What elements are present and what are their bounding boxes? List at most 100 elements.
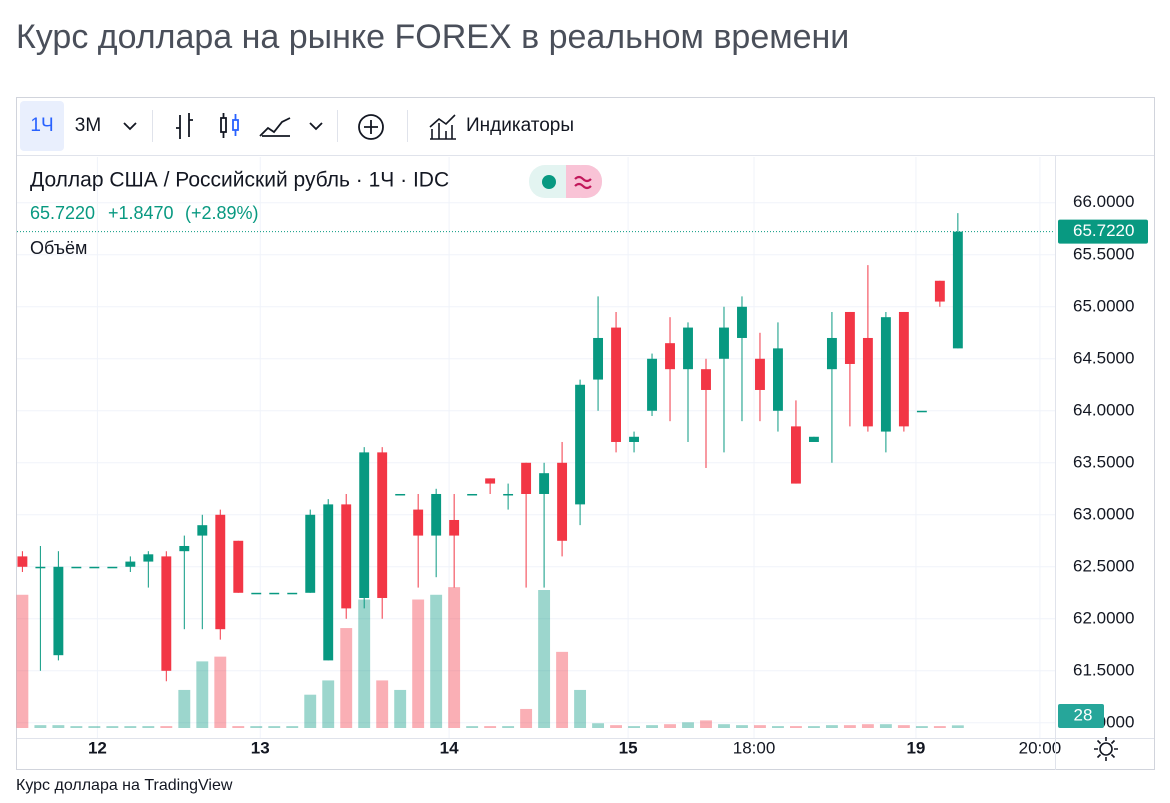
y-tick-label: 62.5000 [1073,556,1134,575]
widget-frame [16,97,1155,770]
volume-bar [142,726,155,728]
volume-bar [772,726,784,728]
candle-body [269,592,280,595]
candle-body [575,384,586,505]
candle-body [485,478,496,484]
candle-body [431,493,442,536]
candle-body [737,306,747,338]
bar-style-icon[interactable] [176,113,323,139]
volume-bar [843,725,856,728]
volume-bar [556,651,569,728]
volume-bar [232,726,245,728]
volume-bar [322,680,335,728]
volume-bar [196,661,209,728]
candle-body [89,566,100,569]
candle-body [611,327,622,442]
interval-active-bg [20,101,64,151]
x-tick-label: 20:00 [1019,738,1062,757]
x-tick-label: 15 [619,738,638,757]
candle-body [629,436,639,442]
candle-body [323,504,334,661]
candle-body [305,514,316,593]
candle-body [359,452,370,598]
candle-body [53,566,64,656]
volume-bar [933,726,946,728]
indicators-button[interactable]: Индикаторы [466,115,574,136]
candle-body [377,452,388,598]
candle-body [665,343,675,370]
volume-bar [160,726,173,728]
volume-bar [52,725,65,728]
volume-bar [628,726,640,728]
market-open-dot [542,175,556,189]
volume-bar [466,726,479,728]
volume-bar [664,724,676,728]
x-tick-label: 13 [251,738,270,757]
volume-bar [484,726,497,728]
settings-icon[interactable] [1094,737,1118,761]
volume-bar [610,725,623,728]
y-tick-label: 61.5000 [1073,660,1134,679]
volume-bar [106,726,119,728]
candle-body [952,231,963,349]
delayed-icon [574,175,592,190]
last-price-label: 65.7220 [1073,221,1134,240]
candle-body [161,556,172,671]
volume-bar [682,722,694,728]
last-volume-label: 28 [1074,705,1093,724]
candle-body [17,556,28,567]
interval-button[interactable]: 1Ч [30,115,53,136]
volume-legend: Объём [30,238,87,258]
volume-bar [34,725,47,728]
candle-body [557,462,568,541]
compare-icon[interactable] [358,114,384,140]
volume-bar [538,590,551,728]
candle-body [647,358,657,411]
volume-bar [502,726,515,728]
candle-body [898,311,909,427]
candle-body [719,327,729,359]
volume-bar [718,724,730,728]
volume-bar [412,599,425,728]
volume-bar [915,726,928,728]
y-tick-label: 65.0000 [1073,296,1134,315]
candle-body [683,327,693,370]
plot-area: 61.000061.500062.000062.500063.000063.50… [16,155,1154,770]
chart-pane [17,157,1055,738]
candle-body [755,358,765,390]
dropdown-icon[interactable] [123,122,137,131]
source-link[interactable]: Курс доллара на TradingView [16,777,233,794]
volume-bar [520,708,533,728]
candle-body [844,311,855,364]
volume-bar [394,689,407,728]
candle-body [251,592,262,595]
volume-bar [430,594,443,728]
x-tick-label: 18:00 [733,738,776,757]
volume-bar [951,725,964,728]
y-tick-label: 62.0000 [1073,608,1134,627]
candle-body [35,566,46,569]
candle-body [215,514,226,630]
candle-body [467,493,478,496]
candle-body [862,337,873,427]
volume-bar [807,726,820,728]
volume-bar [861,724,874,728]
candle-body [701,369,711,390]
volume-bar [897,725,910,728]
range-button[interactable]: 3М [75,115,101,136]
volume-bar [178,689,191,728]
volume-bar [736,725,748,728]
candle-body [413,509,424,536]
indicators-icon[interactable] [429,114,456,140]
candle-body [395,493,406,496]
candle-body [521,462,532,494]
volume-bar [214,656,227,728]
candle-body [341,504,352,609]
x-tick-label: 19 [906,738,925,757]
volume-bar [592,723,605,728]
candle-body [934,280,945,302]
candle-body [826,337,837,370]
candle-body [143,554,154,562]
y-tick-label: 63.0000 [1073,504,1134,523]
